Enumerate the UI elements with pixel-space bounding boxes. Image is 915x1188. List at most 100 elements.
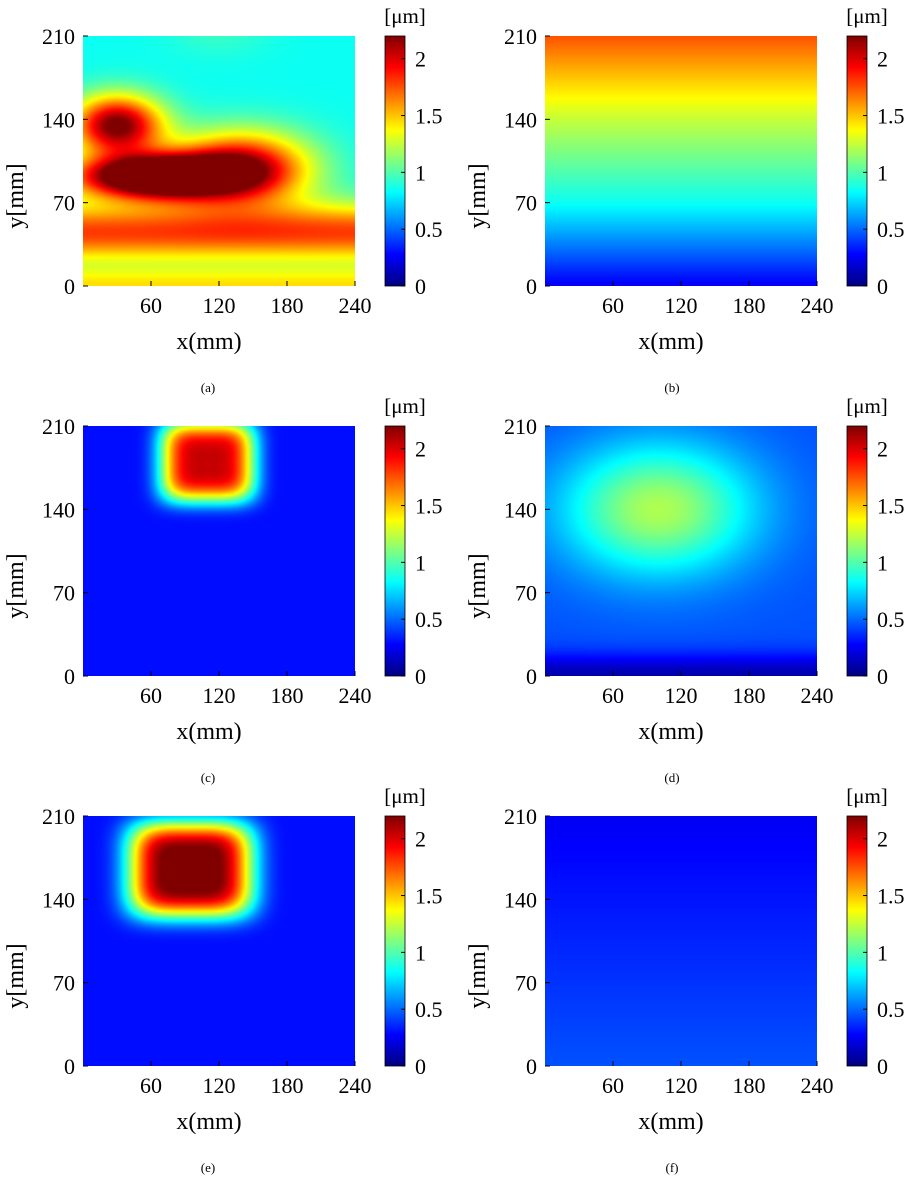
- colorbar-tick-label: 1: [415, 160, 426, 185]
- heatmap-image: [545, 816, 817, 1066]
- x-axis-label: x(mm): [176, 1109, 241, 1135]
- x-tick-label: 180: [733, 293, 766, 318]
- panel-caption: (b): [664, 380, 679, 395]
- x-tick-label: 60: [602, 1073, 624, 1098]
- colorbar-tick-label: 2: [415, 437, 426, 462]
- y-tick-label: 0: [526, 1054, 537, 1079]
- colorbar-tick-label: 0.5: [415, 997, 443, 1022]
- x-tick-label: 120: [665, 293, 698, 318]
- panel-f: 60 120 180 240 0 70 140 210 x(mm) y[mm] 0 0.5 1 1.5 2 […: [465, 784, 905, 1175]
- y-tick-label: 70: [53, 191, 75, 216]
- x-tick-label: 60: [140, 683, 162, 708]
- colorbar-tick-label: 1.5: [877, 494, 905, 519]
- colorbar-frame: [384, 425, 406, 677]
- colorbar-tick-label: 1.5: [415, 104, 443, 129]
- colorbar-tick-label: 1.5: [877, 104, 905, 129]
- heatmap-image: [83, 36, 355, 286]
- panel-caption: (f): [666, 1160, 679, 1175]
- colorbar-tick-label: 0: [877, 664, 888, 689]
- panel-e: 60 120 180 240 0 70 140 210 x(mm) y[mm] 0 0.5 1 1.5 2 […: [3, 784, 443, 1175]
- x-tick-label: 180: [271, 683, 304, 708]
- x-tick-label: 240: [339, 1073, 372, 1098]
- colorbar-tick-label: 1.5: [415, 494, 443, 519]
- y-tick-label: 140: [42, 497, 75, 522]
- x-tick-label: 180: [271, 293, 304, 318]
- y-tick-label: 140: [42, 887, 75, 912]
- colorbar-unit-label: [μm]: [384, 394, 426, 418]
- colorbar-tick-label: 0.5: [415, 607, 443, 632]
- x-axis-label: x(mm): [638, 1109, 703, 1135]
- colorbar-tick-label: 1: [877, 550, 888, 575]
- y-axis-label: y[mm]: [3, 163, 29, 228]
- x-axis-label: x(mm): [176, 329, 241, 355]
- heatmap-image: [545, 36, 817, 286]
- colorbar-tick-label: 0.5: [877, 217, 905, 242]
- colorbar-frame: [846, 815, 868, 1067]
- colorbar-tick-label: 0: [415, 274, 426, 299]
- y-tick-label: 210: [42, 414, 75, 439]
- x-tick-label: 120: [203, 1073, 236, 1098]
- y-axis-label: y[mm]: [465, 553, 491, 618]
- x-tick-label: 60: [140, 1073, 162, 1098]
- y-tick-label: 0: [64, 274, 75, 299]
- y-tick-label: 210: [42, 24, 75, 49]
- y-tick-label: 140: [42, 107, 75, 132]
- y-axis-label: y[mm]: [3, 553, 29, 618]
- panel-caption: (a): [201, 380, 215, 395]
- colorbar-tick-label: 0: [877, 274, 888, 299]
- x-tick-label: 120: [203, 293, 236, 318]
- y-tick-label: 70: [515, 581, 537, 606]
- x-tick-label: 180: [733, 683, 766, 708]
- colorbar-tick-label: 0.5: [877, 607, 905, 632]
- colorbar-unit-label: [μm]: [846, 4, 888, 28]
- y-tick-label: 210: [42, 804, 75, 829]
- colorbar: [847, 426, 867, 676]
- colorbar: [385, 816, 405, 1066]
- x-tick-label: 180: [271, 1073, 304, 1098]
- x-tick-label: 240: [801, 683, 834, 708]
- x-tick-label: 60: [602, 293, 624, 318]
- x-tick-label: 240: [339, 683, 372, 708]
- y-axis-label: y[mm]: [465, 163, 491, 228]
- colorbar-tick-label: 2: [877, 47, 888, 72]
- x-tick-label: 60: [140, 293, 162, 318]
- colorbar-unit-label: [μm]: [846, 394, 888, 418]
- y-tick-label: 70: [53, 581, 75, 606]
- panel-caption: (d): [664, 770, 679, 785]
- colorbar-tick-label: 2: [877, 437, 888, 462]
- x-tick-label: 240: [801, 1073, 834, 1098]
- colorbar: [847, 36, 867, 286]
- colorbar-unit-label: [μm]: [384, 4, 426, 28]
- x-tick-label: 120: [203, 683, 236, 708]
- colorbar-tick-label: 0.5: [877, 997, 905, 1022]
- y-tick-label: 70: [515, 191, 537, 216]
- heatmap-image: [83, 426, 355, 676]
- colorbar-tick-label: 1.5: [877, 884, 905, 909]
- colorbar: [847, 816, 867, 1066]
- y-tick-label: 140: [504, 107, 537, 132]
- y-tick-label: 0: [64, 664, 75, 689]
- x-tick-label: 180: [733, 1073, 766, 1098]
- colorbar-frame: [846, 425, 868, 677]
- colorbar-tick-label: 0: [415, 664, 426, 689]
- y-tick-label: 210: [504, 414, 537, 439]
- colorbar-unit-label: [μm]: [384, 784, 426, 808]
- colorbar-tick-label: 1.5: [415, 884, 443, 909]
- colorbar-tick-label: 1: [877, 940, 888, 965]
- y-tick-label: 140: [504, 887, 537, 912]
- colorbar-frame: [846, 35, 868, 287]
- panel-a: 60 120 180 240 0 70 140 210 x(mm) y[mm] 0 0.5 1 1.5 2 […: [3, 4, 443, 395]
- y-tick-label: 140: [504, 497, 537, 522]
- colorbar-tick-label: 0: [415, 1054, 426, 1079]
- y-tick-label: 70: [53, 971, 75, 996]
- x-tick-label: 240: [339, 293, 372, 318]
- heatmap-image: [83, 816, 355, 1066]
- x-tick-label: 60: [602, 683, 624, 708]
- panel-d: 60 120 180 240 0 70 140 210 x(mm) y[mm] 0 0.5 1 1.5 2 […: [465, 394, 905, 785]
- x-axis-label: x(mm): [638, 719, 703, 745]
- y-tick-label: 210: [504, 804, 537, 829]
- y-tick-label: 0: [526, 274, 537, 299]
- colorbar-tick-label: 2: [877, 827, 888, 852]
- y-axis-label: y[mm]: [465, 943, 491, 1008]
